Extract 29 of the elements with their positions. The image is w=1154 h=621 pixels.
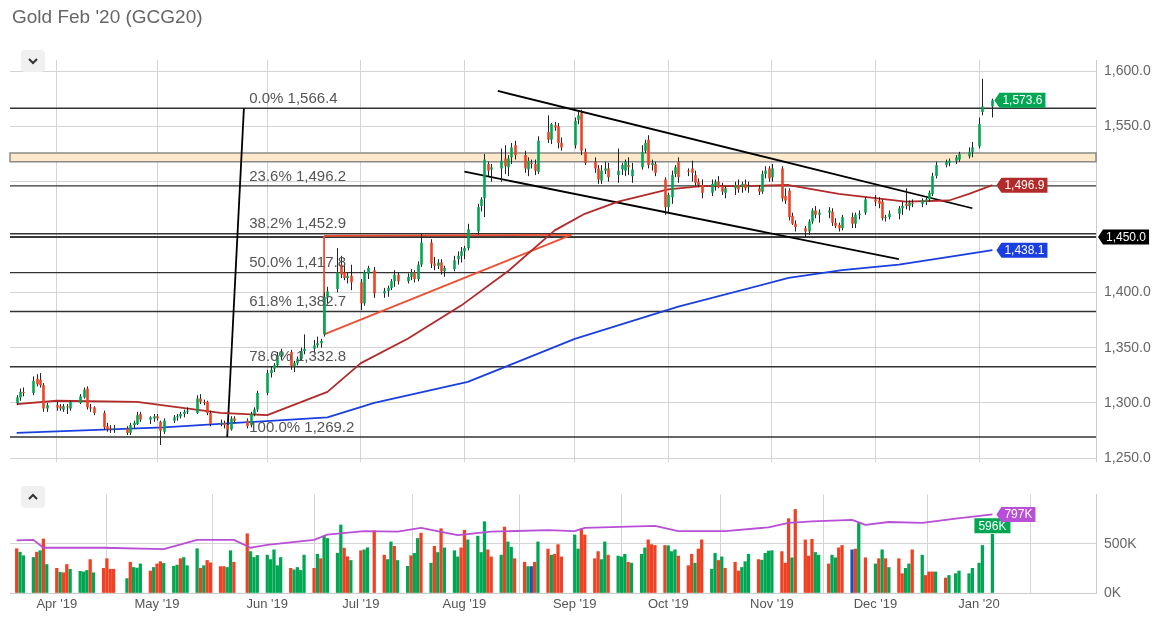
- text: 1,573.6: [1002, 93, 1043, 108]
- chart-title: Gold Feb '20 (GCG20): [12, 6, 203, 28]
- x-tick-label: Jul '19: [342, 596, 380, 612]
- x-tick-label: Oct '19: [647, 596, 689, 612]
- ref-line-label: 1,450.0: [1106, 229, 1147, 244]
- x-tick-label: Aug '19: [442, 596, 487, 612]
- y-tick-label: 0K: [1104, 583, 1122, 600]
- x-tick-label: Apr '19: [36, 596, 78, 612]
- y-tick-label: 1,400.0: [1104, 283, 1151, 300]
- y-tick-label: 500K: [1104, 534, 1138, 551]
- annotation: 38.2% 1,452.9: [249, 214, 346, 232]
- x-tick-label: Jun '19: [246, 596, 289, 612]
- y-tick-label: 1,300.0: [1104, 393, 1151, 410]
- x-tick-label: Nov '19: [750, 596, 794, 612]
- annotation: 100.0% 1,269.2: [249, 417, 355, 435]
- y-tick-label: 1,600.0: [1104, 61, 1151, 78]
- y-tick-label: 1,550.0: [1104, 117, 1151, 134]
- data-label: 1,496.9: [1004, 177, 1045, 192]
- data-label: 1,438.1: [1004, 242, 1045, 257]
- x-tick-label: Jan '20: [958, 596, 1000, 612]
- data-label: 596K: [978, 518, 1007, 533]
- x-tick-label: May '19: [134, 596, 180, 612]
- y-tick-label: 1,250.0: [1104, 449, 1151, 466]
- x-tick-label: Dec '19: [853, 596, 898, 612]
- data-label: 797K: [1004, 507, 1033, 522]
- y-tick-label: 1,350.0: [1104, 338, 1151, 355]
- x-tick-label: Sep '19: [552, 596, 597, 612]
- annotation: 0.0% 1,566.4: [249, 88, 338, 106]
- annotation: 23.6% 1,496.2: [249, 166, 346, 184]
